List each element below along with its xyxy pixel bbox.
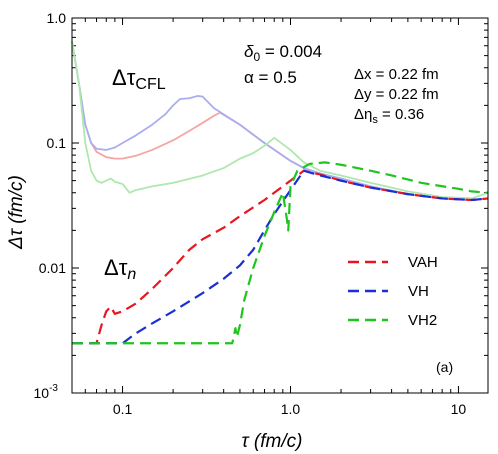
annotation-delta0-sub: 0 bbox=[253, 50, 260, 64]
annotation-deta-value: = 0.36 bbox=[378, 106, 424, 123]
y-tick-label-exponent: -3 bbox=[49, 383, 58, 394]
legend: VAH VH VH2 bbox=[348, 254, 438, 329]
x-tick-label: 0.1 bbox=[113, 401, 133, 417]
annotation-dt-cfl-main: Δτ bbox=[112, 65, 136, 90]
y-axis-title: Δτ (fm/c) bbox=[6, 175, 27, 250]
annotation-dt-n-sub: n bbox=[127, 266, 136, 283]
annotation-deta: Δηs = 0.36 bbox=[354, 106, 424, 126]
series-line-vh-cfl bbox=[71, 41, 489, 201]
annotation-alpha: α = 0.5 bbox=[244, 68, 297, 87]
y-tick-label: 0.1 bbox=[47, 135, 67, 151]
legend-label-vh: VH bbox=[408, 283, 429, 300]
panel-label: (a) bbox=[436, 359, 453, 375]
series-line-vh2-cfl bbox=[71, 41, 489, 200]
series-line-vh2-n bbox=[72, 161, 489, 345]
annotation-delta0-value: = 0.004 bbox=[260, 42, 322, 61]
legend-label-vah: VAH bbox=[408, 254, 438, 271]
annotation-dx: Δx = 0.22 fm bbox=[354, 66, 439, 83]
annotation-dt-cfl-sub: CFL bbox=[135, 76, 165, 93]
annotation-delta0-symbol: δ bbox=[244, 42, 254, 61]
annotation-dt-n: Δτn bbox=[104, 255, 136, 283]
series-layer bbox=[71, 41, 489, 345]
annotation-dt-cfl: ΔτCFL bbox=[112, 65, 166, 93]
series-line-vh-n bbox=[72, 169, 489, 345]
annotation-deta-sub: s bbox=[372, 114, 378, 126]
y-tick-label: 10-3 bbox=[34, 383, 59, 401]
plot-frame bbox=[71, 17, 489, 394]
annotation-deta-symbol: Δη bbox=[354, 106, 372, 123]
y-tick-label-base: 10 bbox=[34, 385, 50, 401]
x-axis-title: τ (fm/c) bbox=[242, 431, 303, 452]
annotation-dt-n-main: Δτ bbox=[104, 255, 128, 280]
x-tick-label: 1.0 bbox=[281, 401, 301, 417]
annotation-dy: Δy = 0.22 fm bbox=[354, 86, 439, 103]
y-tick-label: 0.01 bbox=[39, 260, 66, 276]
annotation-delta0: δ0 = 0.004 bbox=[244, 42, 322, 64]
legend-label-vh2: VH2 bbox=[408, 312, 437, 329]
y-tick-label: 1.0 bbox=[47, 10, 67, 26]
x-tick-label: 10 bbox=[451, 401, 467, 417]
